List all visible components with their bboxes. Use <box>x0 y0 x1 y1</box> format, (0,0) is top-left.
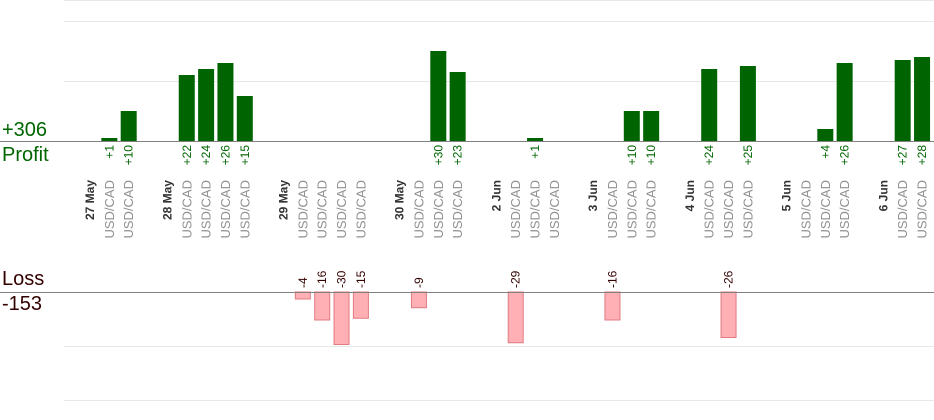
loss-total: -153 <box>2 293 43 315</box>
profit-value-label: +10 <box>625 145 639 166</box>
profit-bar <box>198 69 215 141</box>
pair-label: USD/CAD <box>237 180 252 239</box>
pair-label: USD/CAD <box>121 180 136 239</box>
date-label: 4 Jun <box>683 180 697 211</box>
category-labels: 27 May USD/CAD USD/CAD 28 May USD/CAD USD/CAD… <box>83 180 934 239</box>
profit-bar <box>701 69 718 141</box>
pair-label: USD/CAD <box>915 180 930 239</box>
profit-value-label: +10 <box>644 145 658 166</box>
pair-label: USD/CAD <box>450 180 465 239</box>
profit-value-label: +1 <box>102 145 116 159</box>
trade-value-labels: +1 +10 +22 +24 +26 +15 -4 -16 -30 -15 -9 +30 +23 -29 +… <box>102 145 929 288</box>
profit-bar <box>101 138 118 141</box>
profit-value-label: +30 <box>431 145 445 166</box>
profit-value-label: +22 <box>180 145 194 166</box>
profit-value-label: +26 <box>838 145 852 166</box>
pair-label: USD/CAD <box>547 180 562 239</box>
profit-bar <box>236 96 253 141</box>
loss-value-label: -29 <box>509 270 523 288</box>
profit-total: +306 <box>2 119 48 141</box>
pair-label: USD/CAD <box>528 180 543 239</box>
profit-bar <box>643 111 660 141</box>
profit-bar <box>739 66 756 141</box>
profit-value-label: +24 <box>199 145 213 166</box>
date-label: 29 May <box>277 180 291 220</box>
pair-label: USD/CAD <box>431 180 446 239</box>
profit-bar <box>817 129 834 141</box>
date-label: 2 Jun <box>489 180 503 211</box>
pair-label: USD/CAD <box>837 180 852 239</box>
profit-bar <box>430 51 447 141</box>
loss-value-label: -16 <box>605 270 619 288</box>
loss-bar <box>314 291 331 321</box>
loss-bar <box>604 291 621 321</box>
pair-label: USD/CAD <box>295 180 310 239</box>
pair-label: USD/CAD <box>798 180 813 239</box>
profit-bar <box>527 138 544 141</box>
profit-bar <box>449 72 466 141</box>
profit-bar <box>894 60 911 141</box>
pair-label: USD/CAD <box>102 180 117 239</box>
loss-value-label: -30 <box>335 270 349 288</box>
profit-bar <box>178 75 195 141</box>
loss-value-label: -9 <box>412 277 426 288</box>
loss-bar <box>333 291 350 345</box>
profit-value-label: +27 <box>896 145 910 166</box>
pair-label: USD/CAD <box>721 180 736 239</box>
profit-bar <box>120 111 137 141</box>
profit-value-label: +28 <box>915 145 929 166</box>
gridlines <box>64 0 934 401</box>
pair-label: USD/CAD <box>179 180 194 239</box>
pair-label: USD/CAD <box>315 180 330 239</box>
loss-bar <box>352 291 369 319</box>
pair-label: USD/CAD <box>740 180 755 239</box>
profit-value-label: +24 <box>702 145 716 166</box>
profit-bar <box>217 63 234 141</box>
pair-label: USD/CAD <box>702 180 717 239</box>
loss-bar <box>294 291 311 300</box>
date-label: 5 Jun <box>780 180 794 211</box>
profit-bar <box>914 57 931 141</box>
loss-bar <box>410 291 427 309</box>
pair-label: USD/CAD <box>644 180 659 239</box>
profit-bar <box>623 111 640 141</box>
profit-value-label: +26 <box>218 145 232 166</box>
profit-value-label: +25 <box>741 145 755 166</box>
pair-label: USD/CAD <box>895 180 910 239</box>
profit-value-label: +23 <box>451 145 465 166</box>
profit-value-label: +4 <box>818 145 832 159</box>
pair-label: USD/CAD <box>508 180 523 239</box>
pair-label: USD/CAD <box>411 180 426 239</box>
profit-value-label: +15 <box>238 145 252 166</box>
pair-label: USD/CAD <box>199 180 214 239</box>
loss-value-label: -15 <box>354 270 368 288</box>
loss-bar <box>507 291 524 344</box>
date-label: 3 Jun <box>586 180 600 211</box>
date-label: 30 May <box>393 180 407 220</box>
loss-bar <box>720 291 737 338</box>
profit-value-label: +10 <box>122 145 136 166</box>
profit-bar <box>836 63 853 141</box>
pair-label: USD/CAD <box>624 180 639 239</box>
loss-label: Loss <box>2 268 45 290</box>
pair-label: USD/CAD <box>818 180 833 239</box>
loss-value-label: -26 <box>722 270 736 288</box>
profit-value-label: +1 <box>528 145 542 159</box>
pair-label: USD/CAD <box>353 180 368 239</box>
pair-label: USD/CAD <box>605 180 620 239</box>
date-label: 6 Jun <box>876 180 890 211</box>
loss-value-label: -4 <box>296 277 310 288</box>
date-label: 27 May <box>83 180 97 220</box>
profit-label: Profit <box>2 144 49 166</box>
trade-bars <box>101 51 931 345</box>
pair-label: USD/CAD <box>334 180 349 239</box>
pair-label: USD/CAD <box>218 180 233 239</box>
loss-value-label: -16 <box>315 270 329 288</box>
date-label: 28 May <box>160 180 174 220</box>
baselines <box>0 141 934 293</box>
